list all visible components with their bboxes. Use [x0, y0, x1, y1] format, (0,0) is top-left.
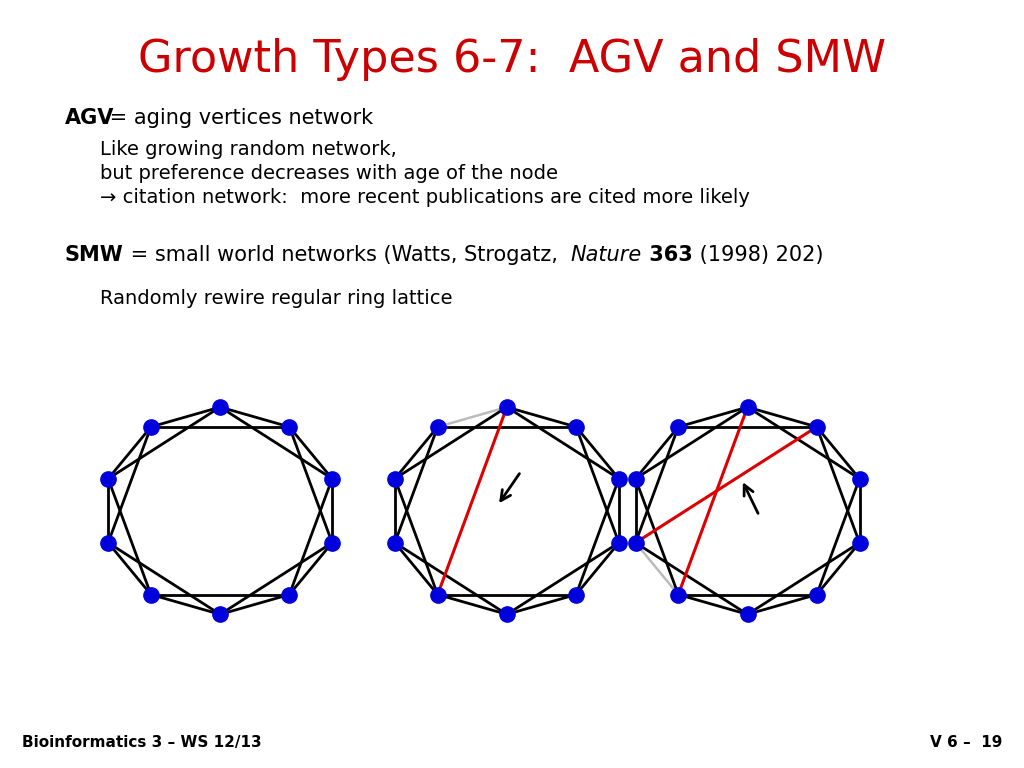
Text: V 6 –  19: V 6 – 19 [930, 735, 1002, 750]
Text: SMW: SMW [65, 245, 124, 265]
Text: = small world networks (Watts, Strogatz,: = small world networks (Watts, Strogatz, [124, 245, 570, 265]
Text: 363: 363 [642, 245, 693, 265]
Text: Like growing random network,: Like growing random network, [100, 140, 396, 159]
Text: but preference decreases with age of the node: but preference decreases with age of the… [100, 164, 558, 183]
Text: Growth Types 6-7:  AGV and SMW: Growth Types 6-7: AGV and SMW [138, 38, 886, 81]
Text: Nature: Nature [570, 245, 642, 265]
Text: = aging vertices network: = aging vertices network [103, 108, 373, 128]
Text: Randomly rewire regular ring lattice: Randomly rewire regular ring lattice [100, 289, 453, 308]
Text: AGV: AGV [65, 108, 115, 128]
Text: → citation network:  more recent publications are cited more likely: → citation network: more recent publicat… [100, 188, 750, 207]
Text: Bioinformatics 3 – WS 12/13: Bioinformatics 3 – WS 12/13 [22, 735, 261, 750]
Text: (1998) 202): (1998) 202) [693, 245, 823, 265]
